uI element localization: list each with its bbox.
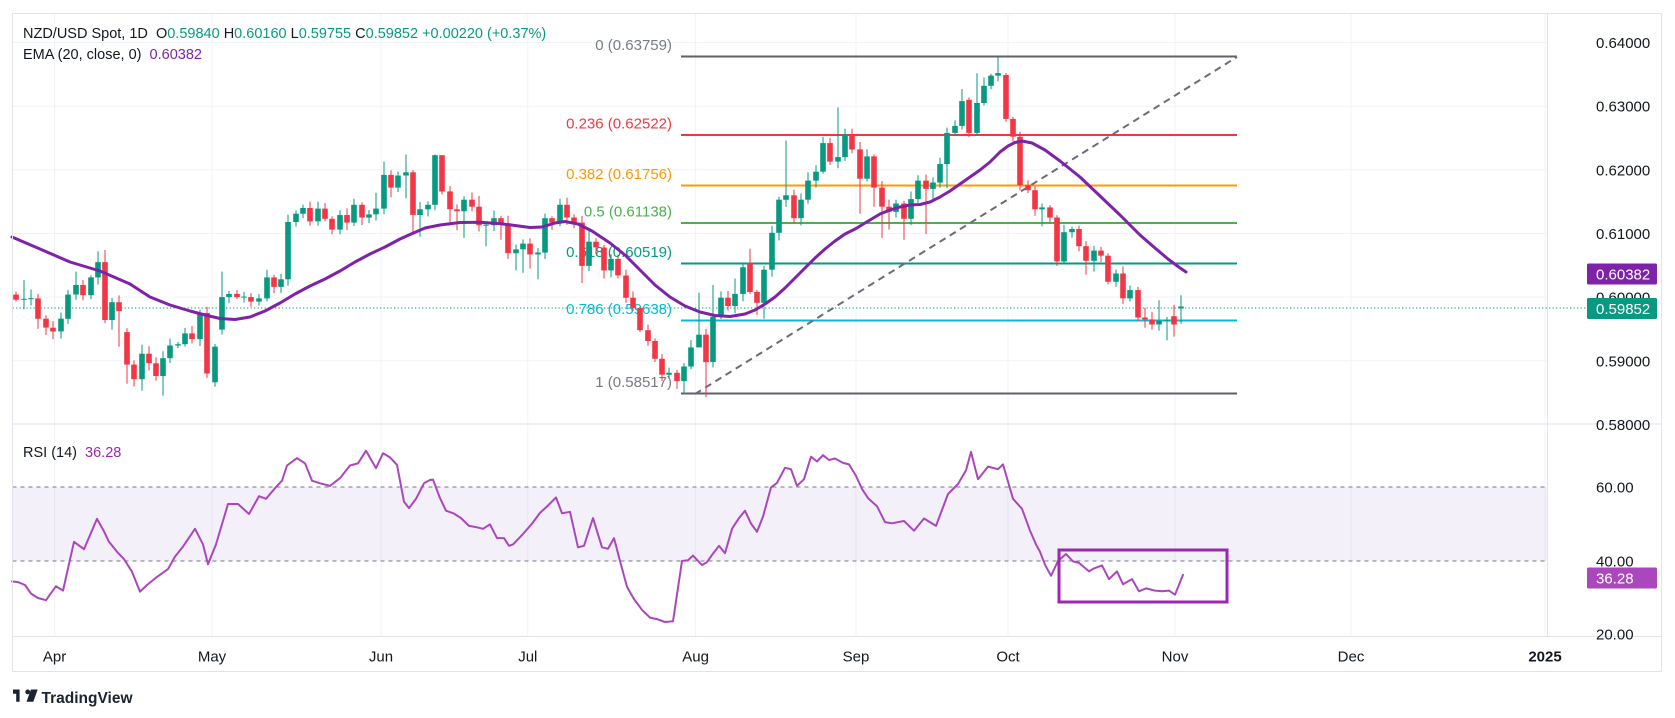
- svg-text:Oct: Oct: [996, 649, 1020, 666]
- svg-text:1 (0.58517): 1 (0.58517): [595, 374, 672, 391]
- svg-text:Apr: Apr: [43, 649, 66, 666]
- svg-text:TradingView: TradingView: [42, 690, 134, 707]
- svg-text:0.64000: 0.64000: [1596, 35, 1650, 52]
- svg-text:0.618 (0.60519): 0.618 (0.60519): [566, 244, 672, 261]
- svg-text:0.61000: 0.61000: [1596, 226, 1650, 243]
- svg-text:0.62000: 0.62000: [1596, 162, 1650, 179]
- svg-text:0.786 (0.59638): 0.786 (0.59638): [566, 301, 672, 318]
- svg-text:Dec: Dec: [1338, 649, 1365, 666]
- svg-text:20.00: 20.00: [1596, 626, 1634, 643]
- svg-text:NZD/USD Spot, 1D O0.59840 H0.: NZD/USD Spot, 1D O0.59840 H0.60160 L0.59…: [23, 26, 546, 42]
- svg-text:60.00: 60.00: [1596, 480, 1634, 497]
- svg-text:36.28: 36.28: [1596, 571, 1634, 588]
- svg-text:Jul: Jul: [518, 649, 537, 666]
- svg-text:0.382 (0.61756): 0.382 (0.61756): [566, 166, 672, 183]
- svg-text:0.60382: 0.60382: [1596, 267, 1650, 284]
- svg-text:0.59852: 0.59852: [1596, 301, 1650, 318]
- svg-text:May: May: [198, 649, 227, 666]
- svg-text:0.63000: 0.63000: [1596, 99, 1650, 116]
- svg-text:Aug: Aug: [682, 649, 709, 666]
- svg-text:0.236 (0.62522): 0.236 (0.62522): [566, 116, 672, 133]
- svg-text:RSI (14) 36.28: RSI (14) 36.28: [23, 445, 121, 461]
- svg-text:0.5 (0.61138): 0.5 (0.61138): [584, 204, 672, 221]
- svg-text:40.00: 40.00: [1596, 554, 1634, 571]
- svg-text:0.59000: 0.59000: [1596, 353, 1650, 370]
- svg-text:Sep: Sep: [843, 649, 870, 666]
- svg-text:0.58000: 0.58000: [1596, 417, 1650, 434]
- svg-text:Nov: Nov: [1162, 649, 1189, 666]
- svg-text:Jun: Jun: [369, 649, 393, 666]
- svg-text:EMA (20, close, 0) 0.60382: EMA (20, close, 0) 0.60382: [23, 47, 202, 63]
- svg-text:2025: 2025: [1528, 649, 1561, 666]
- svg-text:0 (0.63759): 0 (0.63759): [595, 37, 672, 54]
